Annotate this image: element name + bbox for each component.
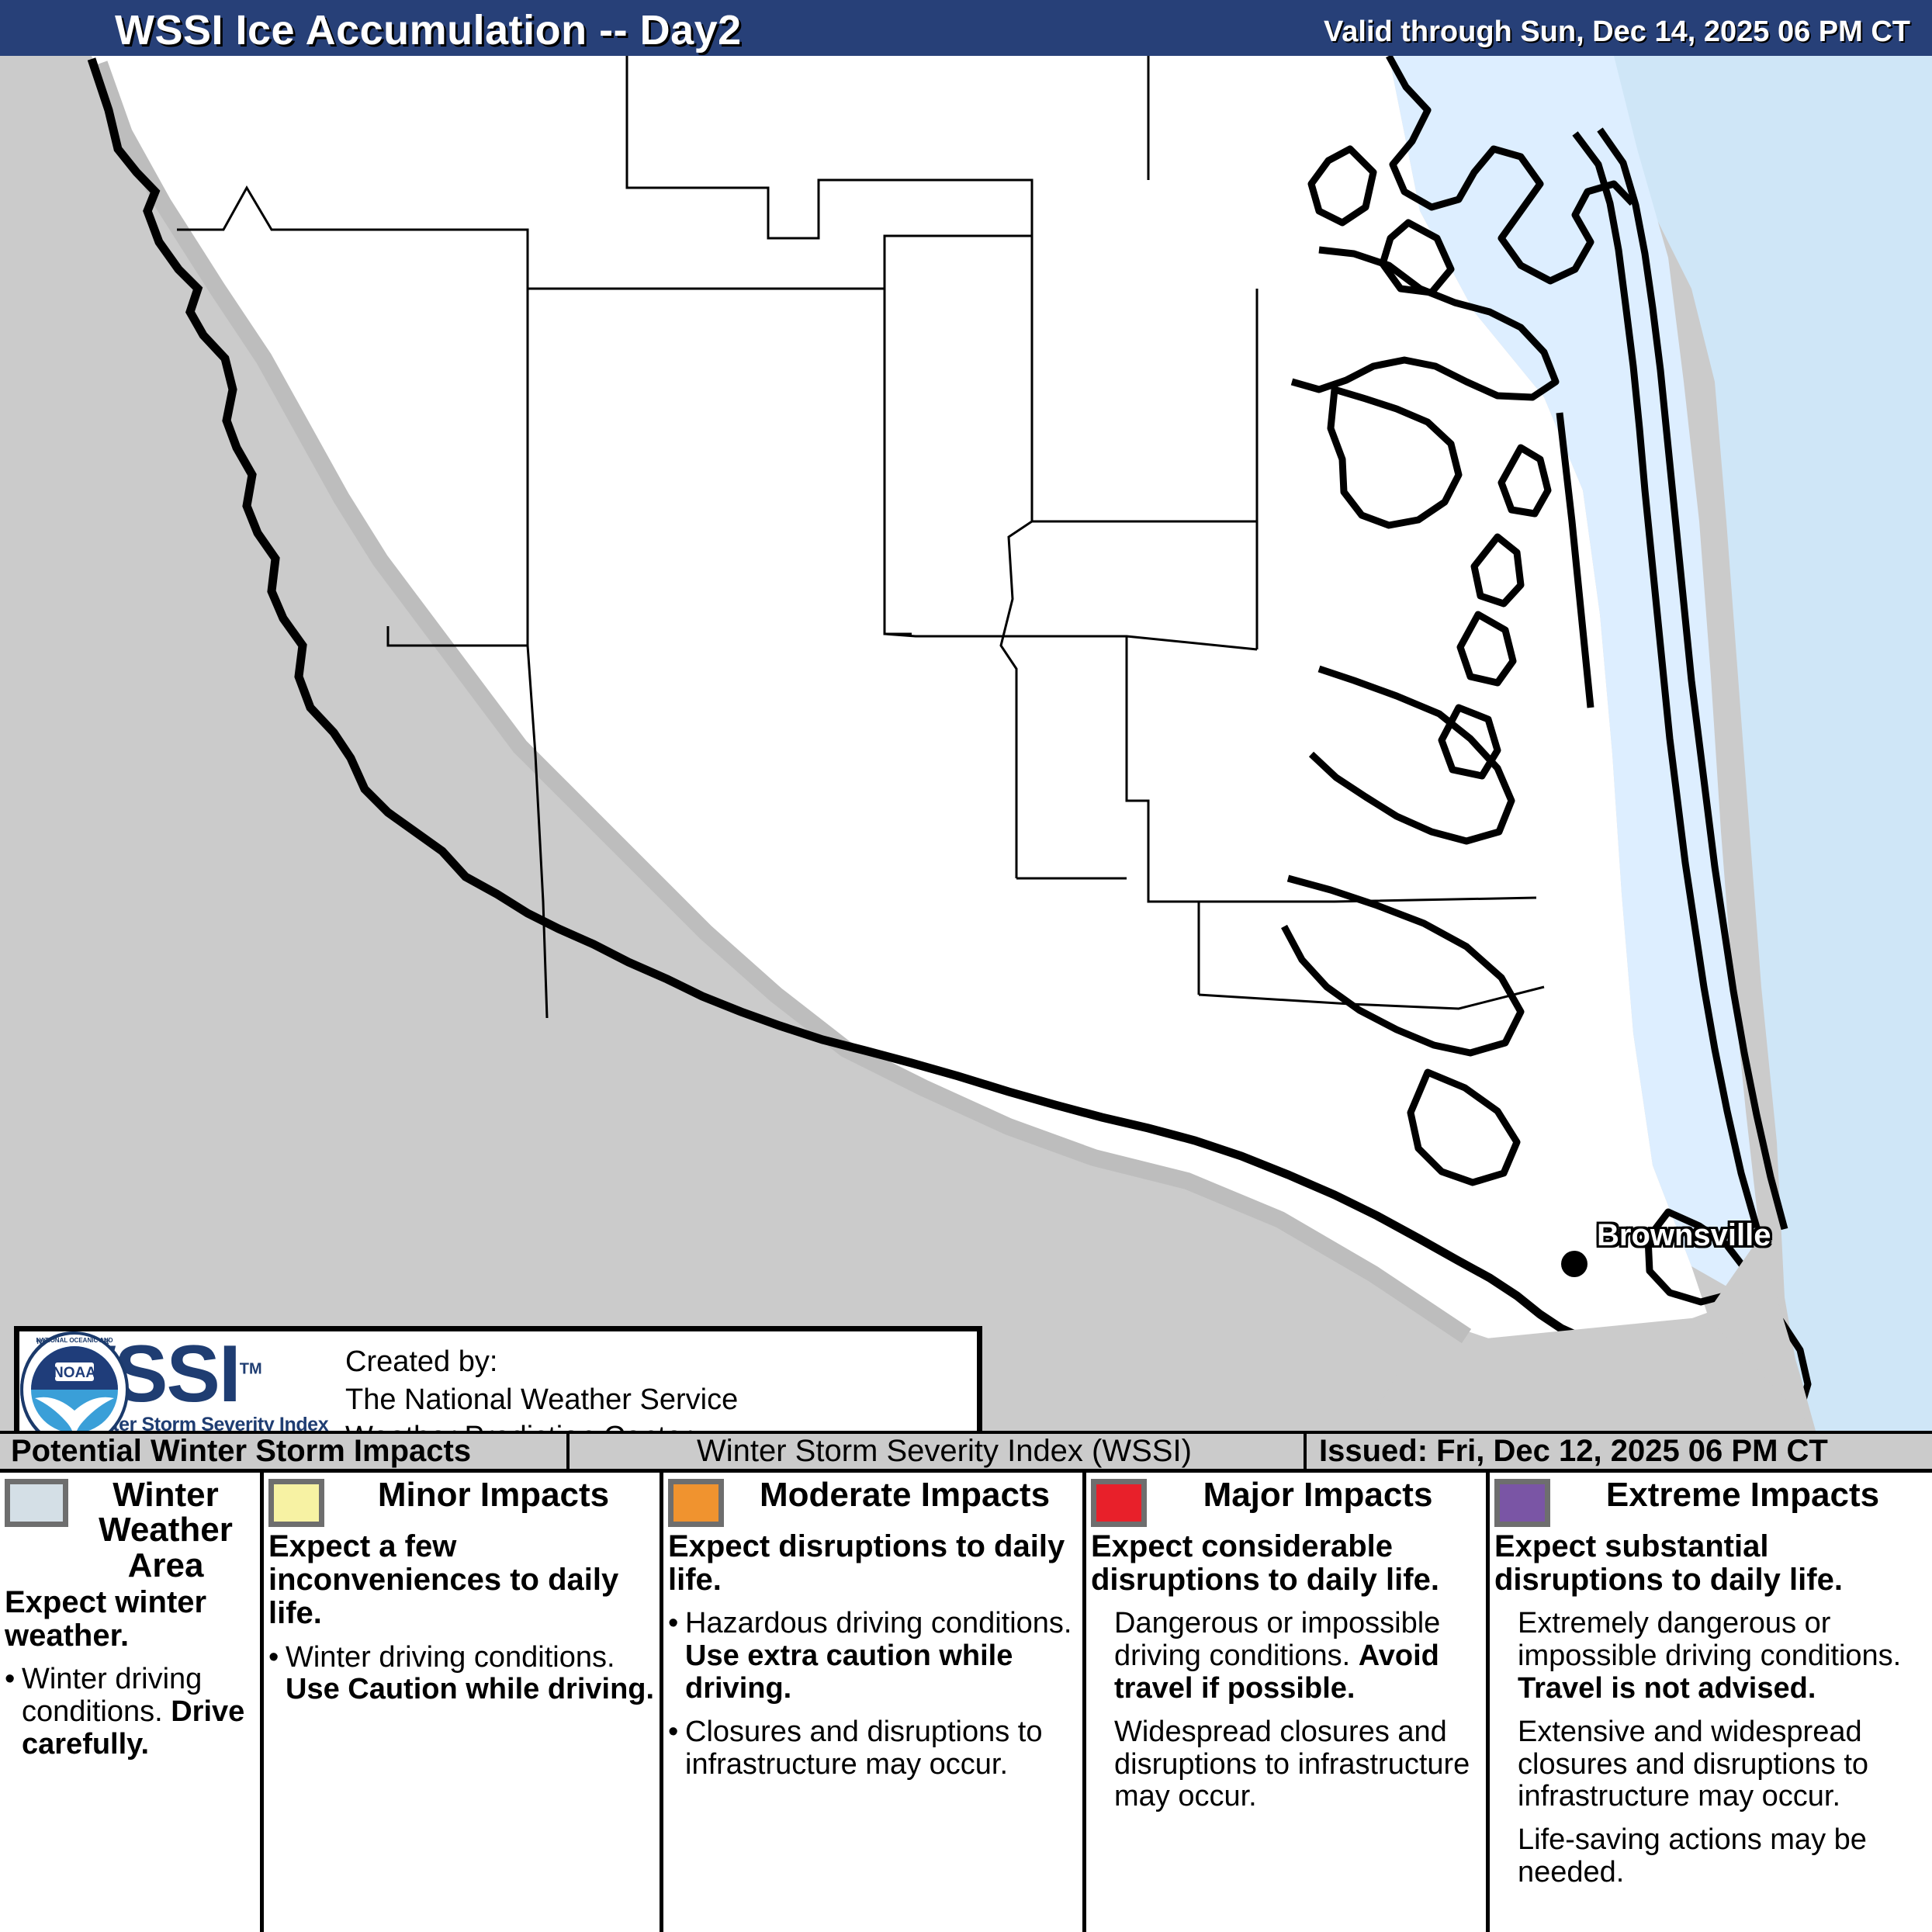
legend-title: Moderate Impacts <box>759 1476 1051 1514</box>
mexico-lower <box>1366 1317 1816 1431</box>
bullet-text-plain: Dangerous or impossible driving conditio… <box>1114 1607 1441 1673</box>
bullet-text-bold: Avoid travel if possible. <box>1114 1639 1439 1705</box>
bullet-text-plain: Extremely dangerous or impossible drivin… <box>1518 1607 1902 1673</box>
legend-column-minor-impacts[interactable]: Minor Impacts Expect a few inconvenience… <box>264 1473 663 1932</box>
swatch-extreme-impacts <box>1494 1479 1550 1527</box>
bullet-text-bold: Use extra caution while driving. <box>685 1639 1013 1705</box>
legend-title: Winter Weather Area <box>99 1476 233 1584</box>
bullet-dot: • <box>268 1640 279 1674</box>
swatch-winter-weather-area <box>5 1479 68 1527</box>
laguna-madre <box>1389 56 1760 1297</box>
legend-column-extreme-impacts[interactable]: Extreme Impacts Expect substantial disru… <box>1490 1473 1932 1932</box>
legend-title: Minor Impacts <box>377 1476 610 1514</box>
bullet-dot: • <box>5 1663 16 1696</box>
legend-column-moderate-impacts[interactable]: Moderate Impacts Expect disruptions to d… <box>663 1473 1086 1932</box>
impact-legend: Winter Weather Area Expect winter weathe… <box>0 1473 1932 1932</box>
rio-grande-border <box>87 57 1704 1364</box>
bullet-text-plain: Winter driving conditions. <box>22 1663 203 1729</box>
legend-column-winter-weather-area[interactable]: Winter Weather Area Expect winter weathe… <box>0 1473 264 1932</box>
wssi-index-label: Winter Storm Severity Index (WSSI) <box>697 1434 1192 1468</box>
bullet-dot: • <box>668 1607 679 1640</box>
map-graphic <box>87 56 1932 1431</box>
status-bar-divider-2 <box>1304 1434 1307 1469</box>
city-marker-brownsville[interactable] <box>1561 1251 1587 1277</box>
issued-label: Issued: Fri, Dec 12, 2025 06 PM CT <box>1319 1434 1828 1468</box>
wssi-trademark: TM <box>239 1360 262 1377</box>
legend-bullet: Extremely dangerous or impossible drivin… <box>1494 1608 1927 1705</box>
legend-intro: Expect winter weather. <box>5 1584 207 1653</box>
svg-text:NATIONAL OCEANIC AND: NATIONAL OCEANIC AND <box>36 1337 113 1344</box>
title-bar: WSSI Ice Accumulation -- Day2 Valid thro… <box>0 0 1932 56</box>
bullet-text-plain: Extensive and widespread closures and di… <box>1518 1715 1869 1813</box>
bullet-dot: • <box>668 1715 679 1748</box>
coastline <box>1281 56 1812 1431</box>
swatch-major-impacts <box>1091 1479 1147 1527</box>
rio-grande-shadow <box>91 61 1472 1344</box>
created-by-line-1: Created by: <box>345 1345 498 1379</box>
legend-title: Major Impacts <box>1203 1476 1433 1514</box>
bullet-text-plain: Widespread closures and disruptions to i… <box>1114 1715 1470 1813</box>
bullet-text-plain: Hazardous driving conditions. <box>685 1607 1072 1640</box>
status-bar-divider-1 <box>566 1434 570 1469</box>
swatch-moderate-impacts <box>668 1479 724 1527</box>
legend-bullet: • Hazardous driving conditions. Use extr… <box>668 1607 1078 1705</box>
legend-bullet: • Winter driving conditions. Use Caution… <box>268 1640 655 1707</box>
legend-bullet: Extensive and widespread closures and di… <box>1494 1716 1927 1813</box>
bullet-text-bold: Use Caution while driving. <box>286 1673 655 1706</box>
svg-text:NOAA: NOAA <box>53 1365 96 1381</box>
county-boundaries <box>177 56 1545 1019</box>
legend-intro: Expect considerable disruptions to daily… <box>1091 1529 1439 1598</box>
noaa-logo: NOAA NATIONAL OCEANIC AND U.S. DEPARTMEN… <box>20 1331 129 1431</box>
created-by-block: Created by: The National Weather Service… <box>345 1343 738 1431</box>
legend-bullet: • Winter driving conditions. Drive caref… <box>5 1663 255 1761</box>
bullet-text-bold: Travel is not advised. <box>1518 1671 1816 1705</box>
legend-bullet: Widespread closures and disruptions to i… <box>1091 1716 1481 1813</box>
legend-header: Minor Impacts <box>268 1477 655 1527</box>
legend-bullet: • Closures and disruptions to infrastruc… <box>668 1716 1078 1781</box>
wssi-logo-box: WSSITM The Winter Storm Severity Index <box>14 1326 982 1431</box>
legend-intro: Expect disruptions to daily life. <box>668 1529 1065 1598</box>
bullet-text-plain: Closures and disruptions to infrastructu… <box>685 1715 1043 1781</box>
potential-impacts-label: Potential Winter Storm Impacts <box>11 1434 472 1468</box>
bullet-text-plain: Winter driving conditions. <box>286 1640 615 1674</box>
gulf-water <box>1591 56 1932 1431</box>
page-title: WSSI Ice Accumulation -- Day2 <box>115 7 742 54</box>
legend-title: Extreme Impacts <box>1605 1476 1880 1514</box>
legend-bullet: Life-saving actions may be needed. <box>1494 1823 1927 1889</box>
created-by-line-3: Weather Prediction Center <box>345 1418 738 1431</box>
legend-bullet: Dangerous or impossible driving conditio… <box>1091 1608 1481 1705</box>
legend-column-major-impacts[interactable]: Major Impacts Expect considerable disrup… <box>1086 1473 1490 1932</box>
bullet-text-plain: Life-saving actions may be needed. <box>1518 1823 1867 1889</box>
legend-intro: Expect substantial disruptions to daily … <box>1494 1529 1843 1598</box>
legend-intro: Expect a few inconveniences to daily lif… <box>268 1529 619 1631</box>
legend-header: Extreme Impacts <box>1494 1477 1927 1527</box>
status-bar: Potential Winter Storm Impacts Winter St… <box>0 1431 1932 1473</box>
bullet-text-bold: Drive carefully. <box>22 1695 245 1761</box>
legend-header: Moderate Impacts <box>668 1477 1078 1527</box>
swatch-minor-impacts <box>268 1479 324 1527</box>
city-label-brownsville: Brownsville <box>1597 1218 1771 1252</box>
legend-header: Major Impacts <box>1091 1477 1481 1527</box>
map-canvas[interactable]: Brownsville WSSITM The Winter Storm Seve… <box>0 56 1932 1431</box>
legend-header: Winter Weather Area <box>5 1477 255 1583</box>
created-by-line-2: The National Weather Service <box>345 1383 739 1416</box>
valid-through-text: Valid through Sun, Dec 14, 2025 06 PM CT <box>1324 16 1910 48</box>
